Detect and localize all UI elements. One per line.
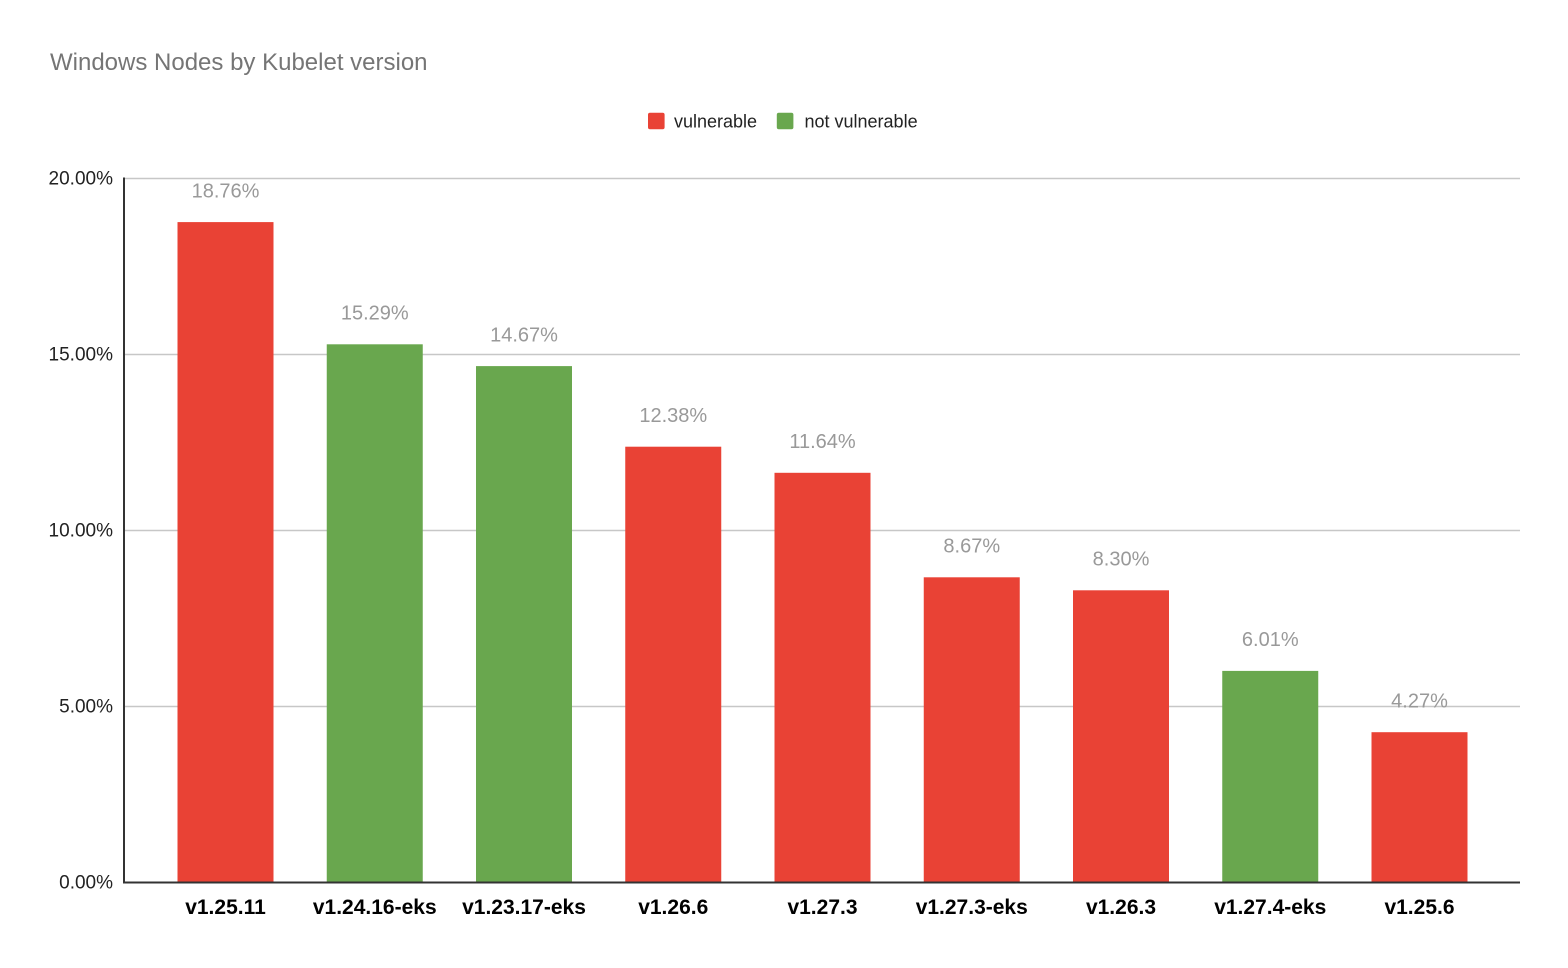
- svg-text:Windows Nodes by Kubelet versi: Windows Nodes by Kubelet version: [50, 49, 428, 76]
- svg-text:0.00%: 0.00%: [59, 872, 113, 893]
- svg-text:6.01%: 6.01%: [1242, 629, 1299, 651]
- svg-text:8.30%: 8.30%: [1093, 549, 1150, 571]
- svg-text:v1.26.6: v1.26.6: [638, 896, 708, 919]
- svg-text:v1.27.3: v1.27.3: [787, 896, 857, 919]
- svg-text:15.00%: 15.00%: [49, 344, 114, 365]
- svg-text:not vulnerable: not vulnerable: [805, 112, 918, 132]
- svg-text:v1.27.4-eks: v1.27.4-eks: [1214, 896, 1326, 919]
- svg-text:v1.25.11: v1.25.11: [185, 896, 266, 919]
- svg-text:15.29%: 15.29%: [341, 303, 409, 325]
- svg-text:14.67%: 14.67%: [490, 324, 558, 346]
- svg-text:20.00%: 20.00%: [49, 168, 114, 189]
- svg-text:12.38%: 12.38%: [639, 405, 707, 427]
- svg-text:10.00%: 10.00%: [49, 520, 114, 541]
- svg-text:v1.23.17-eks: v1.23.17-eks: [462, 896, 586, 919]
- svg-text:vulnerable: vulnerable: [674, 112, 757, 132]
- svg-text:18.76%: 18.76%: [192, 180, 260, 202]
- svg-text:8.67%: 8.67%: [943, 536, 1000, 558]
- svg-text:v1.27.3-eks: v1.27.3-eks: [916, 896, 1028, 919]
- svg-text:v1.25.6: v1.25.6: [1384, 896, 1454, 919]
- svg-text:5.00%: 5.00%: [59, 696, 113, 717]
- svg-text:11.64%: 11.64%: [789, 431, 856, 453]
- svg-text:v1.26.3: v1.26.3: [1086, 896, 1156, 919]
- svg-text:4.27%: 4.27%: [1391, 690, 1448, 712]
- svg-text:v1.24.16-eks: v1.24.16-eks: [313, 896, 437, 919]
